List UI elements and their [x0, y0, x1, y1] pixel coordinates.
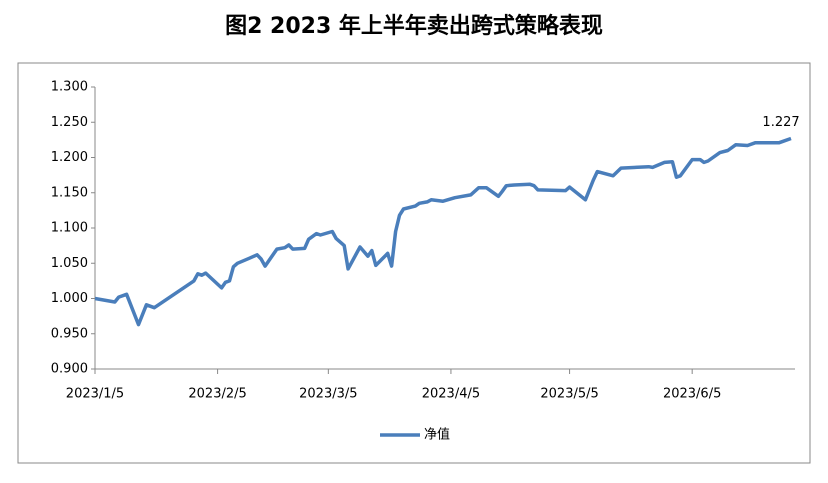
legend-label: 净值	[424, 427, 450, 443]
y-tick-label: 1.200	[51, 150, 88, 165]
x-tick-label: 2023/2/5	[188, 387, 246, 402]
y-tick-label: 1.100	[51, 221, 88, 236]
x-tick-label: 2023/1/5	[66, 387, 124, 402]
chart-frame	[17, 62, 811, 464]
data-label: 1.227	[762, 115, 799, 130]
y-tick-label: 0.950	[51, 326, 88, 341]
x-tick-label: 2023/5/5	[540, 387, 598, 402]
y-tick-label: 1.300	[51, 80, 88, 95]
y-tick-label: 1.000	[51, 291, 88, 306]
x-tick-label: 2023/6/5	[663, 387, 721, 402]
y-tick-label: 0.900	[51, 362, 88, 377]
x-tick-label: 2023/3/5	[299, 387, 357, 402]
series-line	[94, 136, 792, 327]
chart-title: 图2 2023 年上半年卖出跨式策略表现	[225, 13, 603, 39]
y-tick-label: 1.250	[51, 115, 88, 130]
y-tick-label: 1.150	[51, 185, 88, 200]
y-tick-label: 1.050	[51, 256, 88, 271]
x-tick-label: 2023/4/5	[422, 387, 480, 402]
